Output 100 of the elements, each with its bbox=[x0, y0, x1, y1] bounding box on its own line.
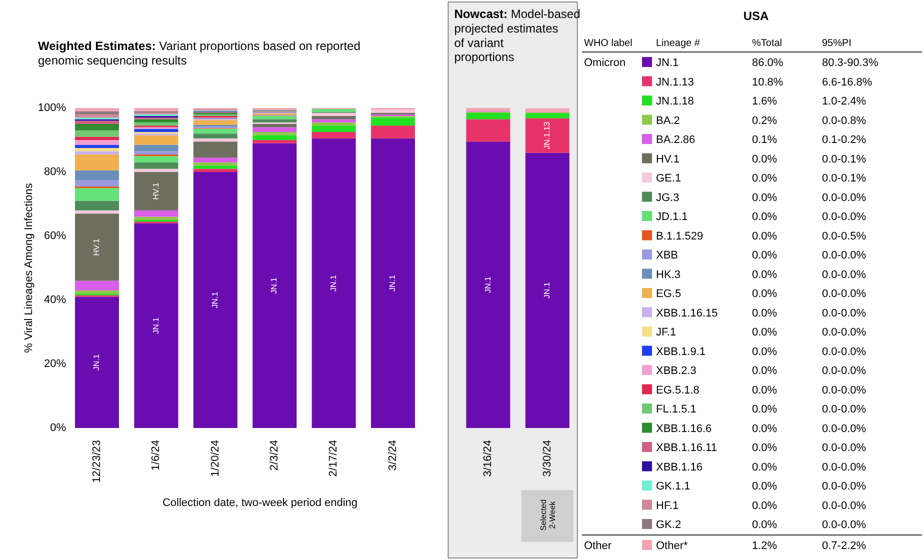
text: 0.0-0.0% bbox=[822, 404, 866, 416]
text: 0.0% bbox=[752, 480, 778, 492]
x-tick-label: 2/17/24 bbox=[328, 440, 340, 477]
legend-label: JN.1.18 bbox=[656, 96, 694, 108]
x-tick-label: 1/20/24 bbox=[209, 440, 222, 477]
text: 0.0% bbox=[752, 192, 778, 204]
text: JN.1 bbox=[151, 317, 160, 334]
legend-label: HK.3 bbox=[656, 268, 680, 281]
text: 0.0% bbox=[752, 288, 778, 300]
text: 6.6-16.8% bbox=[822, 76, 872, 88]
text: 0.0-0.0% bbox=[822, 346, 866, 358]
text: 0.0% bbox=[752, 404, 778, 416]
y-tick-label: 100% bbox=[38, 102, 66, 114]
x-tick-label: 3/2/24 bbox=[386, 440, 399, 471]
text: 0.0% bbox=[752, 153, 778, 166]
x-tick-label: 3/30/24 bbox=[541, 440, 554, 477]
text: 0.0-0.1% bbox=[822, 153, 866, 166]
text: 0.7-2.2% bbox=[822, 540, 866, 552]
text: 10.8% bbox=[752, 76, 784, 88]
text: 0.0-0.0% bbox=[822, 288, 866, 300]
text: 0.0-0.0% bbox=[822, 326, 866, 338]
text: 0.0-0.0% bbox=[822, 192, 866, 204]
text: JN.1 bbox=[92, 354, 102, 371]
legend-title: USA bbox=[743, 9, 769, 23]
text: 0.0% bbox=[752, 172, 778, 184]
text: HV.1 bbox=[92, 238, 102, 256]
legend-label: XBB bbox=[656, 250, 678, 262]
legend-label: HF.1 bbox=[656, 500, 679, 512]
text: Lineage # bbox=[656, 38, 700, 49]
x-tick-label: 12/23/23 bbox=[90, 440, 103, 483]
x-tick-label: 2/3/24 bbox=[268, 440, 281, 471]
text: 0.0% bbox=[752, 250, 778, 262]
text: 0.0-0.0% bbox=[822, 365, 866, 377]
legend-label: EG.5 bbox=[656, 288, 682, 300]
legend-label: JN.1.13 bbox=[656, 76, 694, 88]
text: JN.1.13 bbox=[542, 122, 552, 150]
legend-label: JF.1 bbox=[656, 326, 676, 338]
text: 0.0% bbox=[752, 365, 778, 377]
text: 0.0% bbox=[752, 268, 778, 281]
text: 95%PI bbox=[822, 38, 852, 49]
text: 0.0-0.0% bbox=[822, 384, 866, 396]
text: 0.0% bbox=[752, 211, 778, 223]
text: 0.0-0.0% bbox=[822, 519, 866, 531]
text: Other bbox=[584, 540, 612, 552]
legend-label: HV.1 bbox=[656, 153, 680, 166]
y-tick-label: 80% bbox=[44, 166, 66, 178]
legend-label: BA.2 bbox=[656, 114, 680, 127]
text: 0.2% bbox=[752, 114, 778, 127]
text: 0.0-0.0% bbox=[822, 211, 866, 223]
chart-title: Weighted Estimates: Variant proportions based on reported genomic sequencing results bbox=[38, 39, 360, 68]
text: 0.0-0.0% bbox=[822, 268, 866, 281]
legend-label: FL.1.5.1 bbox=[656, 404, 696, 416]
legend-label: EG.5.1.8 bbox=[656, 384, 700, 396]
text: JN.1 bbox=[483, 276, 492, 294]
text: 0.0-0.0% bbox=[822, 307, 866, 320]
text: 0.0-0.5% bbox=[822, 230, 866, 242]
legend-label: Other* bbox=[656, 540, 689, 552]
text: 0.0% bbox=[752, 461, 778, 474]
text: 1.2% bbox=[752, 540, 778, 552]
text: 0.0-0.0% bbox=[822, 480, 866, 492]
y-axis-title: % Viral Lineages Among Infections bbox=[23, 182, 35, 353]
legend-label: BA.2.86 bbox=[656, 134, 696, 146]
text: 0.1-0.2% bbox=[822, 134, 866, 146]
text: WHO label bbox=[584, 38, 632, 49]
text: Selected 2-Week bbox=[538, 499, 557, 531]
legend-label: GE.1 bbox=[656, 172, 682, 184]
x-tick-label: 3/16/24 bbox=[482, 440, 494, 477]
text: 0.1% bbox=[752, 134, 778, 146]
text: JN.1 bbox=[328, 274, 338, 292]
text: 0.0% bbox=[752, 230, 778, 242]
text: HV.1 bbox=[151, 182, 160, 200]
text: 0.0% bbox=[752, 384, 778, 396]
text: 0.0% bbox=[752, 519, 778, 531]
text: %Total bbox=[752, 38, 782, 49]
text: JN.1 bbox=[270, 277, 279, 294]
legend-label: B.1.1.529 bbox=[656, 230, 704, 242]
legend-label: XBB.1.9.1 bbox=[656, 346, 706, 358]
legend-label: GK.1.1 bbox=[656, 480, 690, 492]
text: 0.0% bbox=[752, 500, 778, 512]
x-axis-title: Collection date, two-week period ending bbox=[162, 497, 358, 509]
y-tick-label: 20% bbox=[44, 358, 66, 370]
text: 0.0-0.0% bbox=[822, 500, 866, 512]
legend-label: XBB.2.3 bbox=[656, 365, 696, 377]
text: JN.1 bbox=[210, 292, 220, 308]
text: 0.0% bbox=[752, 326, 778, 338]
text: Omicron bbox=[584, 57, 626, 69]
y-tick-label: 60% bbox=[44, 230, 66, 242]
legend-label: GK.2 bbox=[656, 519, 682, 531]
y-tick-label: 40% bbox=[44, 294, 66, 306]
text: 0.0-0.1% bbox=[822, 172, 866, 184]
text: 0.0-0.0% bbox=[822, 461, 866, 474]
x-tick-label: 1/6/24 bbox=[150, 440, 162, 471]
legend-label: JN.1 bbox=[656, 57, 679, 69]
y-tick-label: 0% bbox=[50, 422, 66, 434]
text: JN.1 bbox=[542, 282, 552, 299]
text: 0.0% bbox=[752, 307, 778, 320]
legend-label: JG.3 bbox=[656, 192, 680, 204]
legend-label: JD.1.1 bbox=[656, 211, 688, 223]
legend-label: XBB.1.16 bbox=[656, 461, 702, 474]
text: 0.0-0.8% bbox=[822, 114, 866, 127]
